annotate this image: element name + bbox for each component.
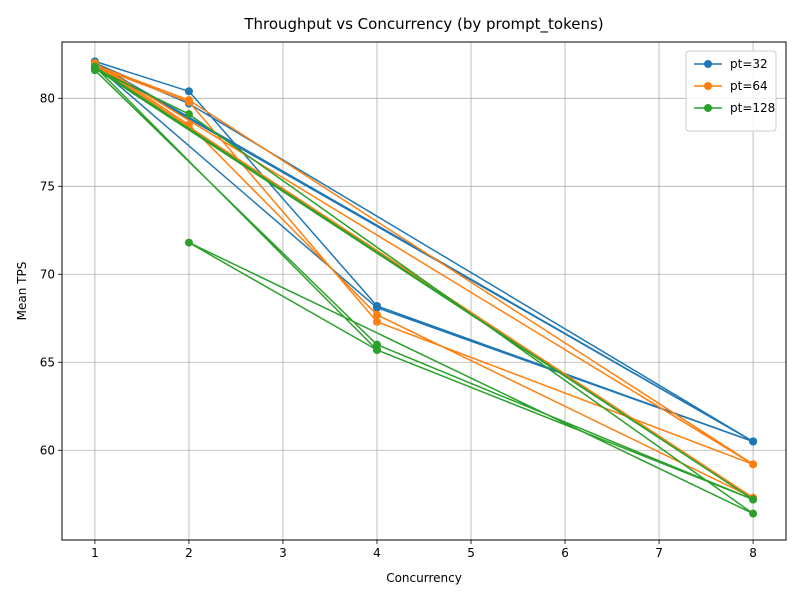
legend-marker (704, 104, 712, 112)
legend: pt=32 pt=64 pt=128 (685, 50, 777, 132)
y-axis-label: Mean TPS (15, 262, 29, 321)
x-axis-label: Concurrency (386, 571, 462, 585)
data-point (372, 303, 381, 312)
x-tick-label: 2 (185, 546, 193, 560)
data-point (749, 509, 758, 518)
series-layer (90, 57, 758, 518)
x-tick-label: 7 (655, 546, 663, 560)
x-axis-ticks: 1 2 3 4 5 6 7 8 (91, 540, 757, 560)
x-tick-label: 4 (373, 546, 381, 560)
data-point (184, 238, 193, 247)
data-point (184, 96, 193, 105)
legend-entry: pt=128 (694, 101, 775, 115)
legend-label: pt=64 (730, 79, 768, 93)
data-point (90, 62, 99, 71)
data-point (184, 110, 193, 119)
data-point (749, 495, 758, 504)
y-tick-label: 60 (40, 443, 55, 457)
x-tick-label: 3 (279, 546, 287, 560)
data-point (749, 460, 758, 469)
legend-label: pt=32 (730, 57, 768, 71)
legend-marker (704, 60, 712, 68)
series-3 (90, 62, 758, 518)
data-point (372, 310, 381, 319)
grid (62, 42, 786, 540)
y-tick-label: 70 (40, 267, 55, 281)
x-tick-label: 5 (467, 546, 475, 560)
legend-marker (704, 82, 712, 90)
y-tick-label: 80 (40, 91, 55, 105)
legend-label: pt=128 (730, 101, 775, 115)
y-tick-label: 65 (40, 355, 55, 369)
series-line (94, 60, 754, 443)
legend-entry: pt=32 (694, 57, 768, 71)
y-axis-ticks: 60 65 70 75 80 (40, 91, 62, 457)
y-tick-label: 75 (40, 179, 55, 193)
legend-entry: pt=64 (694, 79, 768, 93)
data-point (184, 87, 193, 96)
data-point (749, 437, 758, 446)
data-point (372, 345, 381, 354)
x-tick-label: 1 (91, 546, 99, 560)
plot-frame (61, 41, 787, 541)
chart-title: Throughput vs Concurrency (by prompt_tok… (243, 15, 603, 34)
x-tick-label: 6 (561, 546, 569, 560)
data-point (372, 317, 381, 326)
x-tick-label: 8 (749, 546, 757, 560)
